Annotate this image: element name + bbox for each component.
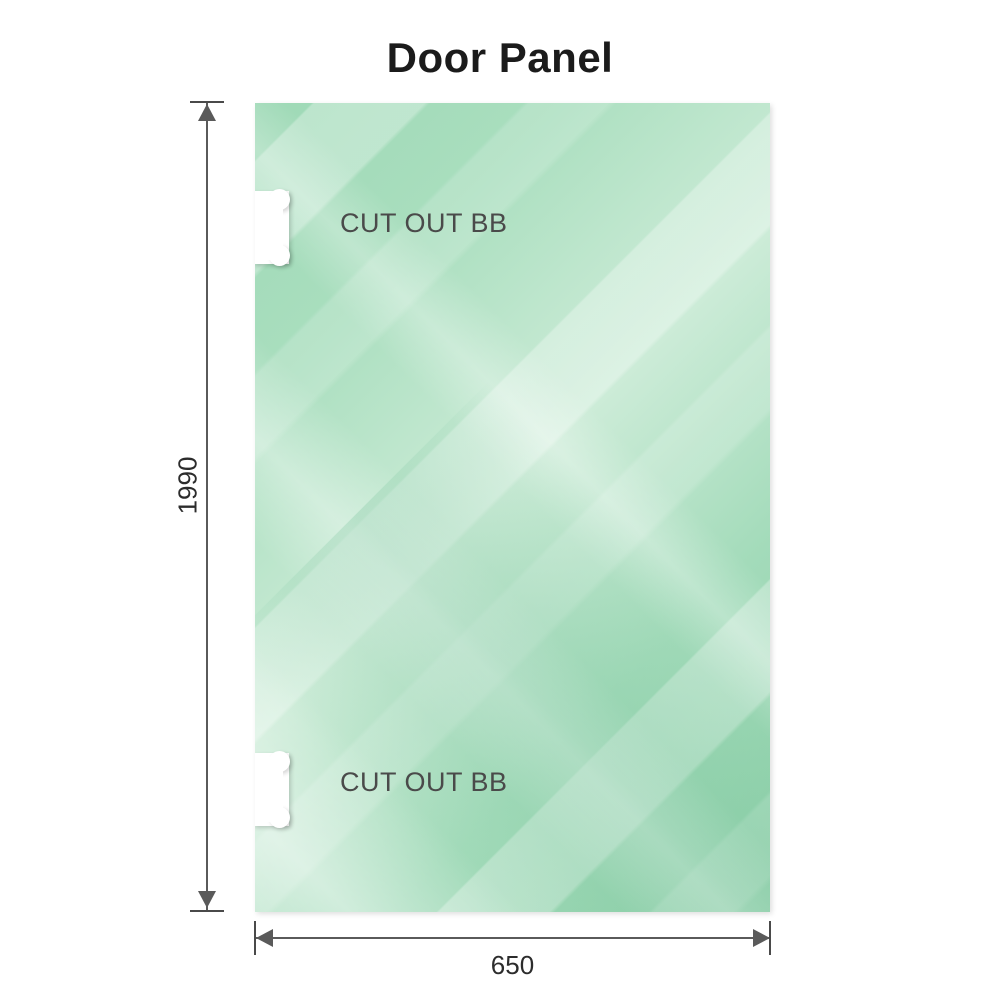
glass-sheen-highlight bbox=[255, 120, 770, 912]
dimension-line-height bbox=[206, 103, 208, 912]
extension-tick-left bbox=[254, 921, 256, 955]
cutout-label-bottom: CUT OUT BB bbox=[340, 767, 508, 797]
glass-shade-band bbox=[255, 379, 770, 912]
glass-door-panel bbox=[255, 103, 770, 912]
arrow-left-icon bbox=[256, 929, 273, 947]
arrow-right-icon bbox=[753, 929, 770, 947]
cutout-notch-bottom bbox=[255, 751, 290, 828]
extension-tick-top bbox=[190, 101, 224, 103]
arrow-down-icon bbox=[198, 891, 216, 908]
extension-tick-right bbox=[769, 921, 771, 955]
arrow-up-icon bbox=[198, 104, 216, 121]
cutout-seam bbox=[255, 757, 283, 822]
cutout-seam bbox=[255, 195, 283, 260]
glass-sheen-highlight bbox=[255, 103, 770, 912]
dimension-label-width: 650 bbox=[490, 950, 535, 980]
extension-tick-bottom bbox=[190, 910, 224, 912]
dimension-line-width bbox=[255, 937, 770, 939]
page-title: Door Panel bbox=[386, 34, 614, 81]
dimension-label-height: 1990 bbox=[172, 456, 203, 515]
cutout-notch-top bbox=[255, 189, 290, 266]
cutout-label-top: CUT OUT BB bbox=[340, 208, 508, 238]
